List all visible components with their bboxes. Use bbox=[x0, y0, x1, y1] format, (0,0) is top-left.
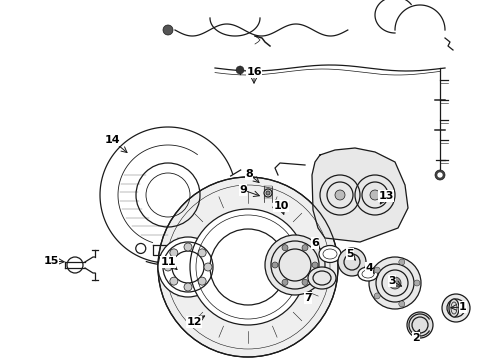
Text: 9: 9 bbox=[239, 185, 247, 195]
Circle shape bbox=[170, 249, 178, 257]
Circle shape bbox=[302, 245, 308, 251]
Text: 13: 13 bbox=[378, 191, 393, 201]
Text: 4: 4 bbox=[365, 263, 373, 273]
Circle shape bbox=[302, 279, 308, 285]
Circle shape bbox=[414, 280, 420, 286]
Circle shape bbox=[158, 237, 218, 297]
Circle shape bbox=[399, 259, 405, 265]
Circle shape bbox=[374, 267, 380, 273]
Circle shape bbox=[163, 25, 173, 35]
Circle shape bbox=[170, 277, 178, 285]
Circle shape bbox=[399, 301, 405, 307]
Circle shape bbox=[204, 263, 212, 271]
Circle shape bbox=[158, 177, 338, 357]
Circle shape bbox=[184, 243, 192, 251]
Circle shape bbox=[312, 262, 318, 268]
Circle shape bbox=[389, 277, 401, 289]
Circle shape bbox=[282, 245, 288, 251]
Text: 12: 12 bbox=[186, 317, 202, 327]
Circle shape bbox=[370, 190, 380, 200]
Ellipse shape bbox=[308, 267, 336, 289]
Text: 3: 3 bbox=[388, 276, 396, 286]
Circle shape bbox=[335, 190, 345, 200]
Text: 1: 1 bbox=[459, 302, 467, 312]
Circle shape bbox=[435, 170, 445, 180]
Circle shape bbox=[369, 257, 421, 309]
Text: 14: 14 bbox=[104, 135, 120, 145]
Text: 10: 10 bbox=[273, 201, 289, 211]
Text: 7: 7 bbox=[304, 293, 312, 303]
Text: 11: 11 bbox=[160, 257, 176, 267]
Circle shape bbox=[407, 312, 433, 338]
Text: 5: 5 bbox=[346, 249, 354, 259]
Circle shape bbox=[338, 248, 366, 276]
Circle shape bbox=[164, 263, 172, 271]
Text: 15: 15 bbox=[43, 256, 59, 266]
Circle shape bbox=[190, 209, 306, 325]
Text: 6: 6 bbox=[311, 238, 319, 248]
Circle shape bbox=[264, 189, 272, 197]
Circle shape bbox=[265, 235, 325, 295]
Text: 16: 16 bbox=[246, 67, 262, 77]
Text: 8: 8 bbox=[245, 169, 253, 179]
Circle shape bbox=[198, 277, 206, 285]
Circle shape bbox=[184, 283, 192, 291]
Ellipse shape bbox=[449, 299, 459, 317]
Circle shape bbox=[442, 294, 470, 322]
Text: 2: 2 bbox=[412, 333, 420, 343]
Polygon shape bbox=[312, 148, 408, 242]
Circle shape bbox=[266, 191, 270, 195]
Circle shape bbox=[272, 262, 278, 268]
Ellipse shape bbox=[319, 246, 341, 262]
Ellipse shape bbox=[358, 267, 378, 281]
Circle shape bbox=[236, 66, 244, 74]
Circle shape bbox=[437, 172, 443, 178]
Circle shape bbox=[374, 293, 380, 299]
Circle shape bbox=[198, 249, 206, 257]
Circle shape bbox=[282, 279, 288, 285]
